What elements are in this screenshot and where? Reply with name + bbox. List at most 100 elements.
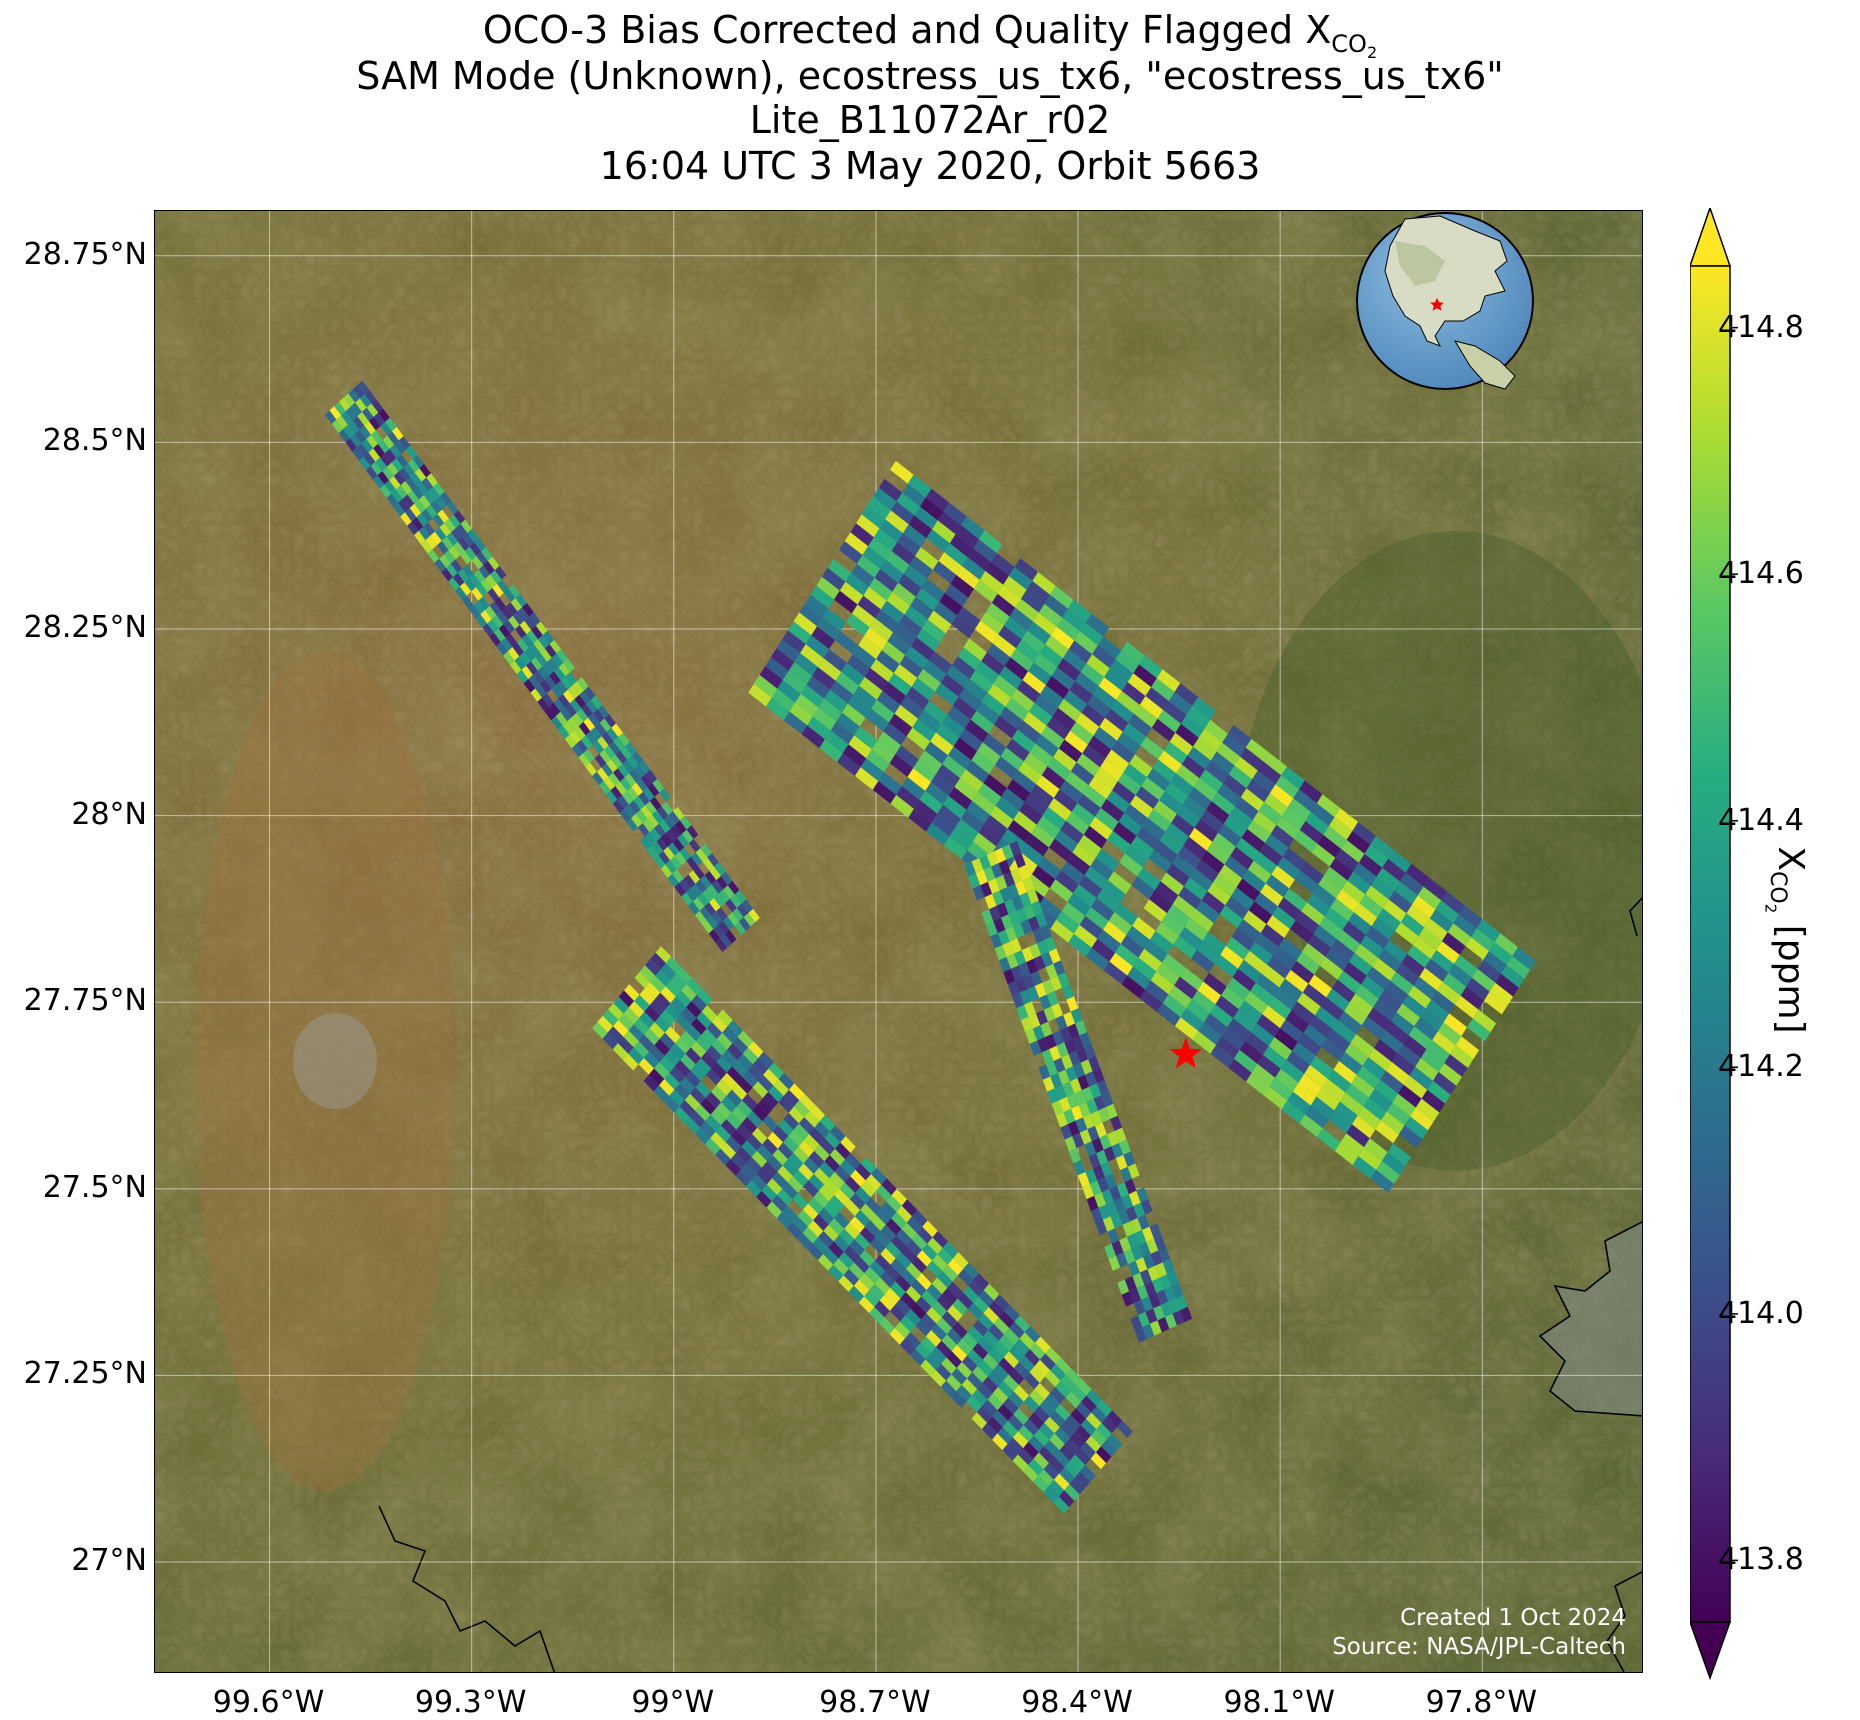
sounding-cell [890, 1258, 907, 1276]
sounding-cell [1135, 786, 1160, 809]
sounding-cell [972, 1342, 989, 1360]
colorbar-gradient [1690, 265, 1731, 1623]
sounding-cell [732, 1060, 748, 1077]
sounding-cell [1251, 1023, 1275, 1046]
sounding-cell [1402, 994, 1426, 1018]
sounding-cell [1378, 989, 1403, 1013]
sounding-cell [988, 1347, 1004, 1364]
sounding-cell [994, 756, 1019, 780]
sounding-cell [1077, 1172, 1090, 1188]
sounding-cell [449, 514, 461, 529]
sounding-cell [1017, 1448, 1034, 1465]
sounding-cell [1472, 1009, 1497, 1033]
sounding-cell [592, 771, 604, 786]
sounding-cell [1034, 1359, 1051, 1377]
sounding-cell [562, 721, 575, 735]
sounding-cell [797, 1232, 813, 1250]
sounding-cell [798, 1163, 814, 1181]
sounding-cell [506, 602, 518, 616]
sounding-cell [1237, 919, 1261, 942]
sounding-cell [998, 1357, 1014, 1375]
sounding-cell [1327, 1029, 1351, 1052]
sounding-cell [389, 444, 401, 459]
sounding-cell [1009, 607, 1034, 631]
sounding-cell [377, 471, 390, 485]
sounding-cell [1327, 1069, 1352, 1093]
sounding-cell [1033, 1452, 1049, 1470]
sounding-cell [996, 902, 1009, 918]
sounding-cell [1040, 924, 1052, 940]
sounding-cell [910, 1349, 926, 1366]
sounding-cell [1263, 752, 1287, 776]
sounding-cell [845, 572, 869, 596]
sounding-cell [875, 1254, 891, 1271]
sounding-cell [915, 587, 940, 611]
sounding-cell [1150, 971, 1175, 995]
sounding-cell [705, 1114, 721, 1132]
sounding-cell [1370, 835, 1394, 859]
sounding-cell [1007, 883, 1020, 899]
sounding-cell [1074, 1090, 1087, 1106]
sounding-cell [668, 811, 680, 825]
sounding-cell [957, 647, 982, 671]
sounding-cell [822, 608, 847, 632]
sounding-cell [803, 1134, 820, 1151]
sounding-cell [1123, 763, 1147, 787]
sounding-cell [1097, 1177, 1110, 1193]
sounding-cell [508, 615, 520, 630]
sounding-cell [665, 1026, 681, 1044]
sounding-cell [1311, 843, 1336, 867]
sounding-cell [1028, 1412, 1045, 1430]
sounding-cell [1341, 880, 1366, 904]
sounding-cell [1019, 842, 1044, 866]
sounding-cell [670, 996, 687, 1014]
sounding-cell [802, 1203, 819, 1221]
sounding-cell [1234, 1049, 1258, 1073]
sounding-cell [538, 635, 550, 649]
sounding-cell [1130, 835, 1155, 859]
sounding-cell [685, 1024, 702, 1042]
sounding-cell [995, 875, 1008, 891]
sounding-cell [396, 485, 408, 499]
sounding-cell [606, 759, 618, 773]
sounding-cell [747, 1064, 764, 1082]
sounding-cell [903, 524, 927, 548]
sounding-cell [384, 448, 397, 463]
sounding-cell [503, 588, 516, 603]
sounding-cell [734, 890, 747, 904]
sounding-cell [737, 1030, 754, 1048]
sounding-cell [1008, 1414, 1024, 1432]
sounding-cell [935, 723, 960, 747]
map-plot-area[interactable]: Created 1 Oct 2024 Source: NASA/JPL-Calt… [154, 210, 1643, 1673]
sounding-cell [674, 851, 687, 866]
sounding-cell [512, 611, 525, 625]
sounding-cell [850, 523, 874, 547]
sounding-cell [1193, 778, 1218, 802]
sounding-cell [968, 1279, 984, 1297]
sounding-cell [1269, 1077, 1293, 1101]
sounding-cell [1136, 826, 1160, 850]
sounding-cell [972, 832, 997, 856]
sounding-cell [737, 1077, 753, 1094]
sounding-cell [993, 1317, 1010, 1335]
sounding-cell [1023, 904, 1036, 920]
sounding-cell [1092, 645, 1116, 669]
sounding-cell [793, 612, 818, 636]
sounding-cell [667, 842, 680, 856]
sounding-cell [762, 1114, 779, 1132]
sounding-cell [809, 1104, 826, 1122]
sounding-cell [617, 764, 630, 778]
sounding-cell [1167, 1270, 1179, 1287]
sounding-cell [1168, 985, 1192, 1009]
sounding-cell [695, 1081, 711, 1098]
sounding-cell [839, 1228, 855, 1246]
sounding-cell [1328, 817, 1353, 840]
sounding-cell [680, 1030, 697, 1048]
sounding-cell [975, 661, 1000, 684]
sounding-cell [679, 1076, 696, 1094]
sounding-cell [1147, 809, 1172, 832]
sounding-cell [576, 739, 588, 754]
sounding-cell [483, 560, 495, 575]
sounding-cell [1427, 1080, 1451, 1104]
colorbar-tick-label: 414.4 [1718, 802, 1804, 838]
